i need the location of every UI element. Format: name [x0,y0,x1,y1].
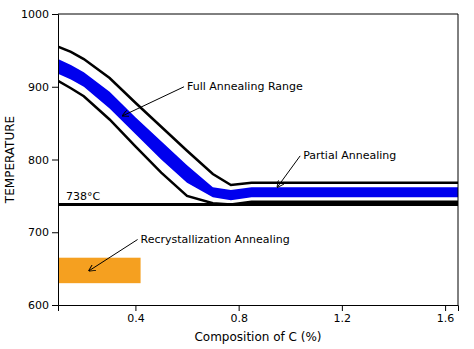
frame-line [458,14,459,305]
tick-mark [445,305,446,311]
tick-mark [52,160,58,161]
tick-label: 900 [28,81,49,94]
range-rect [58,258,141,283]
tick-mark [52,87,58,88]
tick-label: 1.6 [437,312,455,325]
tick-mark [342,305,343,311]
tick-mark [52,232,58,233]
tick: 1000 [21,8,58,21]
annotation-arrow [277,156,300,187]
tick-label: 0.4 [127,312,145,325]
tick-mark [239,305,240,311]
chart: 0.4 0.8 1.2 1.6 600 700 800 900 1000 738°C Full An… [0,0,474,349]
axis-line [59,306,459,312]
frame-line [58,14,458,15]
line [58,47,458,185]
tick: 0.8 [230,305,248,325]
tick: 600 [28,299,58,312]
annotation-arrow [123,87,185,116]
tick-label: 600 [28,299,49,312]
reference-line [58,203,458,206]
tick: 1.6 [437,305,455,325]
annotations: 738°C Full Annealing Range Partial Anneali… [66,80,396,271]
tick-mark [135,305,136,311]
x-axis: 0.4 0.8 1.2 1.6 [59,305,459,325]
annotation-text: Partial Annealing [303,149,396,162]
reference-label: 738°C [66,190,100,203]
tick-label: 1.2 [334,312,352,325]
annotation-text: Recrystallization Annealing [141,233,290,246]
tick: 1.2 [334,305,352,325]
y-axis-title: TEMPERATURE [3,116,17,204]
marks [58,47,458,283]
line [58,81,458,205]
tick: 700 [28,226,58,239]
tick: 800 [28,154,58,167]
tick-label: 800 [28,154,49,167]
tick-label: 700 [28,226,49,239]
annotation-arrow [89,240,138,271]
tick-label: 1000 [21,8,49,21]
tick-mark [52,305,58,306]
tick-label: 0.8 [230,312,248,325]
y-axis: 600 700 800 900 1000 [21,8,59,312]
annotation-text: Full Annealing Range [187,80,303,93]
tick: 900 [28,81,58,94]
plot: 0.4 0.8 1.2 1.6 600 700 800 900 1000 738°C Full An… [21,8,459,325]
x-axis-title: Composition of C (%) [194,330,321,344]
tick-mark [52,14,58,15]
tick: 0.4 [127,305,145,325]
axis-line [52,15,59,306]
